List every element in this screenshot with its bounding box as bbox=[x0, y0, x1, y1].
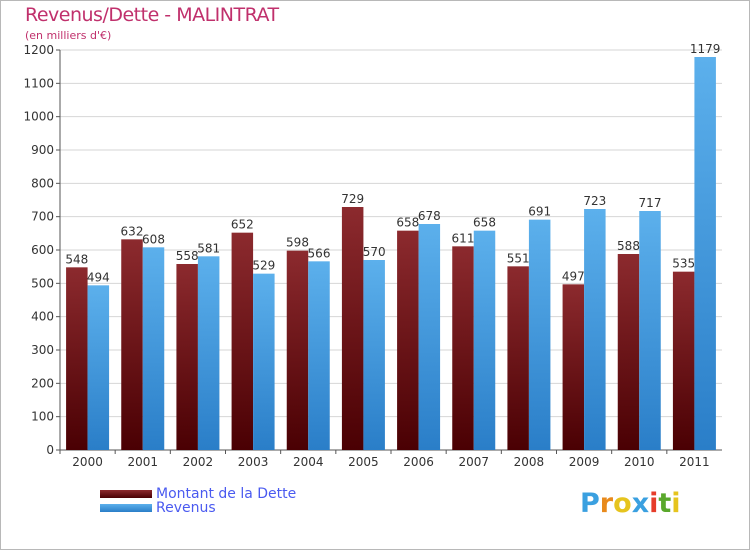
y-tick-label: 500 bbox=[31, 276, 54, 290]
bar-debt bbox=[617, 254, 640, 450]
y-tick-label: 1100 bbox=[23, 76, 54, 90]
grid bbox=[60, 49, 722, 451]
legend-label-revenue: Revenus bbox=[156, 500, 216, 516]
data-label-debt: 729 bbox=[341, 192, 364, 206]
x-tick-label: 2000 bbox=[72, 455, 103, 469]
legend-label-debt: Montant de la Dette bbox=[156, 486, 297, 502]
y-tick-label: 400 bbox=[31, 310, 54, 324]
data-label-revenue: 494 bbox=[87, 270, 110, 284]
bar-debt bbox=[286, 250, 309, 450]
data-label-debt: 535 bbox=[672, 257, 695, 271]
x-tick-label: 2005 bbox=[348, 455, 379, 469]
data-label-revenue: 608 bbox=[142, 232, 165, 246]
bars bbox=[66, 57, 716, 450]
logo-letter: P bbox=[580, 488, 600, 519]
data-label-debt: 652 bbox=[231, 218, 254, 232]
y-tick-label: 100 bbox=[31, 410, 54, 424]
data-label-debt: 598 bbox=[286, 236, 309, 250]
y-tick-label: 1200 bbox=[23, 43, 54, 57]
bar-debt bbox=[231, 232, 254, 450]
data-label-debt: 588 bbox=[617, 239, 640, 253]
bar-debt bbox=[672, 271, 695, 450]
data-labels: 5484946326085585816525295985667295706586… bbox=[65, 42, 720, 284]
data-label-revenue: 566 bbox=[308, 246, 331, 260]
bar-revenue bbox=[308, 261, 330, 450]
x-tick-label: 2009 bbox=[569, 455, 600, 469]
data-label-revenue: 691 bbox=[528, 205, 551, 219]
legend-item-debt: Montant de la Dette bbox=[100, 486, 296, 502]
bar-debt bbox=[507, 266, 529, 450]
logo-letter: t bbox=[658, 488, 672, 519]
bar-revenue bbox=[363, 260, 385, 450]
y-tick-label: 300 bbox=[31, 343, 54, 357]
data-label-debt: 611 bbox=[452, 231, 475, 245]
bar-revenue bbox=[639, 211, 661, 450]
y-tick-label: 800 bbox=[31, 176, 54, 190]
bar-debt bbox=[176, 264, 198, 450]
data-label-revenue: 717 bbox=[639, 196, 662, 210]
logo-letter: i bbox=[649, 488, 659, 519]
bar-debt bbox=[397, 230, 419, 450]
x-tick-label: 2002 bbox=[183, 455, 214, 469]
x-tick-label: 2006 bbox=[403, 455, 434, 469]
legend-item-revenue: Revenus bbox=[100, 500, 216, 516]
logo-letter: r bbox=[599, 488, 614, 519]
bar-revenue bbox=[694, 57, 716, 450]
y-tick-label: 0 bbox=[46, 443, 54, 457]
bar-debt bbox=[66, 267, 88, 450]
y-tick-label: 600 bbox=[31, 243, 54, 257]
bar-revenue bbox=[418, 224, 441, 450]
data-label-debt: 632 bbox=[121, 224, 144, 238]
logo-letter: i bbox=[671, 488, 681, 519]
axes: 0 100 200 300 400 500 600 700 800 900 1000 1100 1200… bbox=[23, 43, 722, 469]
x-tick-label: 2011 bbox=[679, 455, 710, 469]
logo-letter: o bbox=[613, 488, 632, 519]
bar-debt bbox=[452, 246, 474, 450]
data-label-debt: 658 bbox=[396, 216, 419, 230]
y-tick-label: 200 bbox=[31, 376, 54, 390]
y-tick-label: 900 bbox=[31, 143, 54, 157]
x-tick-label: 2008 bbox=[514, 455, 545, 469]
legend-swatch-debt bbox=[100, 490, 152, 498]
y-tick-label: 700 bbox=[31, 210, 54, 224]
data-label-revenue: 723 bbox=[583, 194, 606, 208]
data-label-debt: 497 bbox=[562, 269, 585, 283]
bar-debt bbox=[562, 284, 585, 450]
x-tick-label: 2004 bbox=[293, 455, 324, 469]
data-label-revenue: 570 bbox=[363, 245, 386, 259]
chart-subtitle: (en milliers d'€) bbox=[25, 29, 112, 42]
chart-title: Revenus/Dette - MALINTRAT bbox=[25, 4, 279, 26]
legend-swatch-revenue bbox=[100, 504, 152, 512]
bar-revenue bbox=[473, 230, 496, 450]
x-tick-label: 2007 bbox=[458, 455, 489, 469]
bar-revenue bbox=[528, 219, 551, 450]
data-label-revenue: 529 bbox=[252, 259, 275, 273]
bar-revenue bbox=[87, 285, 110, 450]
data-label-revenue: 678 bbox=[418, 209, 441, 223]
bar-debt bbox=[121, 239, 143, 450]
bar-revenue bbox=[253, 273, 275, 450]
bar-revenue bbox=[584, 209, 606, 450]
data-label-revenue: 1179 bbox=[690, 42, 721, 56]
bar-debt bbox=[341, 207, 364, 450]
bar-revenue bbox=[197, 256, 220, 450]
data-label-debt: 548 bbox=[65, 252, 88, 266]
data-label-debt: 558 bbox=[176, 249, 199, 263]
bar-revenue bbox=[142, 247, 165, 450]
proxiti-logo: Proxiti bbox=[580, 488, 681, 519]
y-tick-label: 1000 bbox=[23, 110, 54, 124]
x-tick-label: 2003 bbox=[238, 455, 269, 469]
data-label-revenue: 581 bbox=[197, 241, 220, 255]
data-label-revenue: 658 bbox=[473, 216, 496, 230]
data-label-debt: 551 bbox=[507, 251, 530, 265]
logo-letter: x bbox=[631, 488, 650, 519]
x-tick-label: 2010 bbox=[624, 455, 655, 469]
x-tick-label: 2001 bbox=[127, 455, 158, 469]
